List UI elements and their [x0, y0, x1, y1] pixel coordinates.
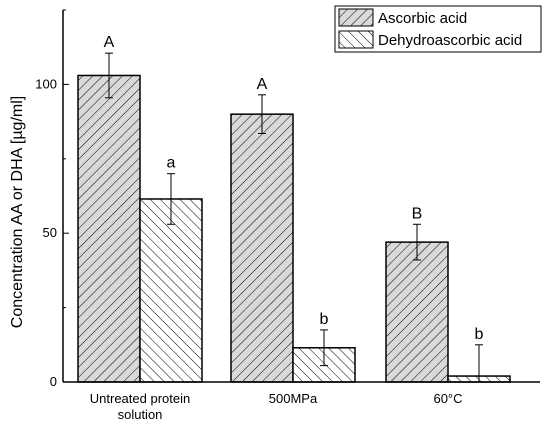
legend-swatch — [338, 8, 374, 27]
y-tick-label: 0 — [50, 374, 57, 389]
bars-layer — [77, 52, 511, 383]
significance-letter: a — [167, 155, 176, 172]
x-category-label: 500MPa — [269, 391, 318, 406]
bar-0-1 — [230, 113, 294, 383]
significance-letter: b — [320, 311, 329, 328]
significance-letter: b — [475, 326, 484, 343]
x-category-label: solution — [118, 407, 163, 422]
y-axis-title: Concentration AA or DHA [µg/ml] — [9, 96, 26, 328]
bar-0-0 — [77, 74, 141, 383]
y-tick-label: 100 — [35, 76, 57, 91]
x-category-label: Untreated protein — [90, 391, 190, 406]
axes-layer — [62, 9, 540, 383]
legend-swatch — [338, 30, 374, 49]
legend: Ascorbic acid Dehydroascorbic acid — [334, 5, 542, 53]
significance-letter: A — [104, 34, 115, 51]
significance-letter: B — [412, 205, 423, 222]
bar-1-0 — [139, 198, 203, 383]
legend-label: Ascorbic acid — [378, 10, 467, 27]
significance-letter: A — [257, 76, 268, 93]
legend-label: Dehydroascorbic acid — [378, 32, 522, 49]
y-tick-label: 50 — [43, 225, 57, 240]
bar-0-2 — [385, 241, 449, 383]
x-category-label: 60°C — [433, 391, 462, 406]
